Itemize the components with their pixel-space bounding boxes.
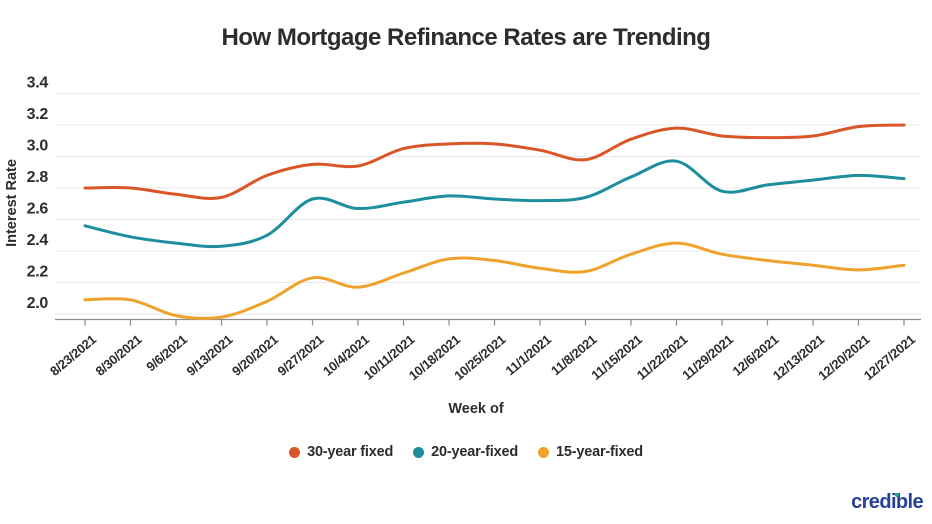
x-tick-label: 9/27/2021 [275, 332, 327, 379]
series-line-30-year-fixed [83, 123, 906, 200]
y-tick-label: 3.2 [27, 106, 49, 123]
x-tick-label: 12/27/2021 [861, 332, 918, 383]
legend-item: 20-year-fixed [413, 444, 518, 460]
y-tick-label: 2.2 [27, 264, 49, 281]
credible-logo-text: credible [851, 491, 924, 513]
legend-label: 15-year-fixed [556, 444, 643, 460]
x-tick-label: 8/30/2021 [93, 332, 145, 379]
legend-dot-icon [289, 446, 301, 458]
series-line-15-year-fixed [83, 241, 906, 320]
y-axis-title: Interest Rate [4, 159, 20, 247]
legend-dot-icon [413, 446, 425, 458]
legend-dot-icon [538, 446, 550, 458]
x-tick-label: 8/23/2021 [47, 332, 99, 379]
series-line-20-year-fixed [83, 159, 906, 249]
x-axis-title: Week of [448, 401, 504, 417]
y-tick-label: 2.6 [27, 201, 49, 218]
legend-item: 15-year-fixed [538, 444, 643, 460]
x-tick-label: 11/29/2021 [679, 332, 736, 383]
legend-label: 20-year-fixed [431, 444, 519, 460]
logo-i-dot-icon [895, 493, 900, 497]
y-tick-label: 3.4 [27, 75, 49, 92]
legend-item: 30-year fixed [289, 444, 393, 460]
x-tick-label: 9/13/2021 [184, 332, 236, 379]
y-tick-label: 2.8 [27, 169, 49, 186]
chart-title: How Mortgage Refinance Rates are Trendin… [221, 24, 711, 51]
x-tick-label: 9/20/2021 [229, 332, 281, 379]
legend-label: 30-year fixed [307, 444, 394, 460]
x-tick-label: 11/1/2021 [503, 332, 554, 379]
y-tick-label: 3.0 [27, 138, 49, 155]
y-tick-label: 2.0 [27, 295, 49, 312]
legend: 30-year fixed 20-year-fixed 15-year-fixed [0, 444, 932, 460]
x-tick-label: 10/25/2021 [451, 332, 508, 383]
y-tick-label: 2.4 [27, 232, 49, 249]
credible-logo: credible [851, 491, 924, 514]
